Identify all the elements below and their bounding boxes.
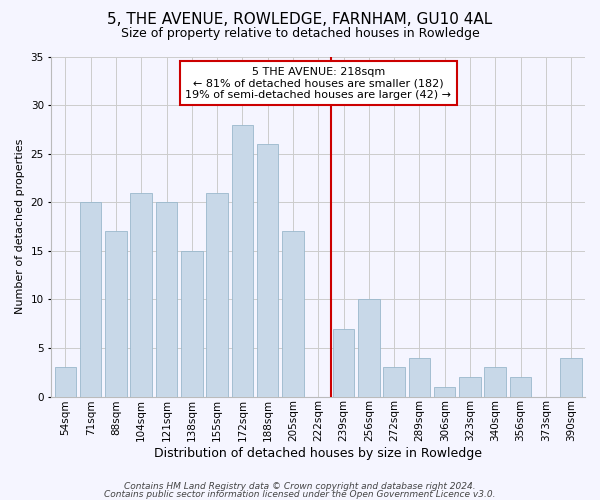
Bar — [232, 124, 253, 396]
Bar — [510, 377, 531, 396]
Text: 5 THE AVENUE: 218sqm
← 81% of detached houses are smaller (182)
19% of semi-deta: 5 THE AVENUE: 218sqm ← 81% of detached h… — [185, 66, 451, 100]
Text: Contains public sector information licensed under the Open Government Licence v3: Contains public sector information licen… — [104, 490, 496, 499]
Text: Contains HM Land Registry data © Crown copyright and database right 2024.: Contains HM Land Registry data © Crown c… — [124, 482, 476, 491]
Bar — [156, 202, 177, 396]
Bar — [257, 144, 278, 397]
Text: 5, THE AVENUE, ROWLEDGE, FARNHAM, GU10 4AL: 5, THE AVENUE, ROWLEDGE, FARNHAM, GU10 4… — [107, 12, 493, 28]
Text: Size of property relative to detached houses in Rowledge: Size of property relative to detached ho… — [121, 28, 479, 40]
Bar — [105, 232, 127, 396]
Bar — [434, 387, 455, 396]
Bar — [459, 377, 481, 396]
Bar — [333, 328, 354, 396]
Bar — [383, 368, 405, 396]
Bar — [358, 300, 380, 396]
Y-axis label: Number of detached properties: Number of detached properties — [15, 139, 25, 314]
Bar — [560, 358, 582, 397]
Bar — [80, 202, 101, 396]
Bar — [181, 251, 203, 396]
Bar — [206, 192, 228, 396]
Bar — [409, 358, 430, 397]
Bar — [282, 232, 304, 396]
Bar — [484, 368, 506, 396]
X-axis label: Distribution of detached houses by size in Rowledge: Distribution of detached houses by size … — [154, 447, 482, 460]
Bar — [130, 192, 152, 396]
Bar — [55, 368, 76, 396]
